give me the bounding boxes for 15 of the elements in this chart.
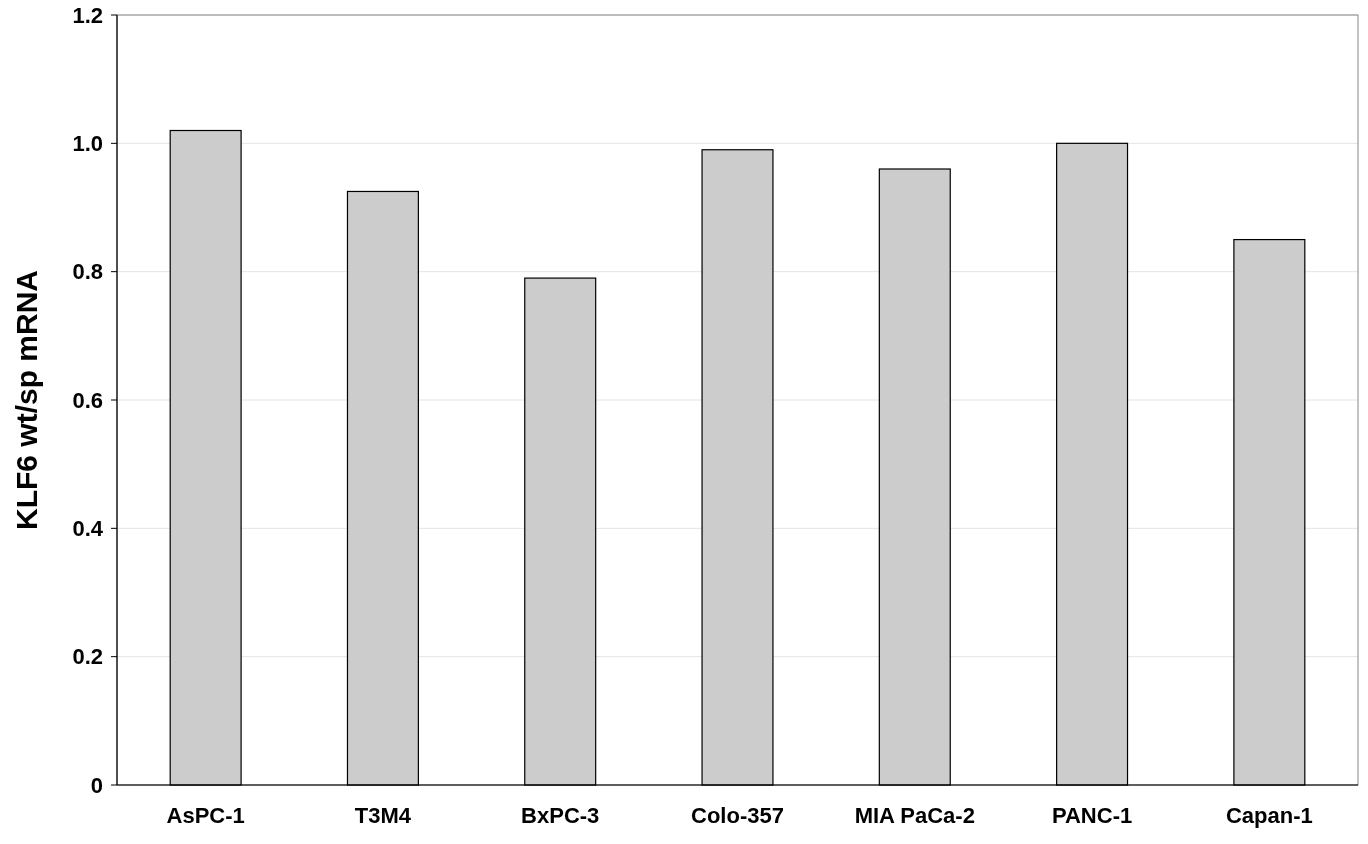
y-tick-label: 0 <box>90 772 103 798</box>
y-tick-label: 1.0 <box>72 131 103 157</box>
y-tick-label: 0.4 <box>72 516 104 542</box>
y-tick-label: 0.2 <box>72 644 103 670</box>
x-tick-label: T3M4 <box>354 803 412 828</box>
y-tick-label: 1.2 <box>72 2 103 28</box>
x-tick-label: PANC-1 <box>1051 803 1133 828</box>
y-tick-label: 0.6 <box>72 387 103 413</box>
x-tick-label: Colo-357 <box>691 803 784 828</box>
y-tick-label: 0.8 <box>72 259 103 285</box>
x-tick-label: MIA PaCa-2 <box>854 803 975 828</box>
x-tick-label: Capan-1 <box>1225 803 1313 828</box>
x-tick-label: AsPC-1 <box>166 803 245 828</box>
y-axis-title: KLF6 wt/sp mRNA <box>10 269 43 531</box>
x-tick-label: BxPC-3 <box>521 803 600 828</box>
